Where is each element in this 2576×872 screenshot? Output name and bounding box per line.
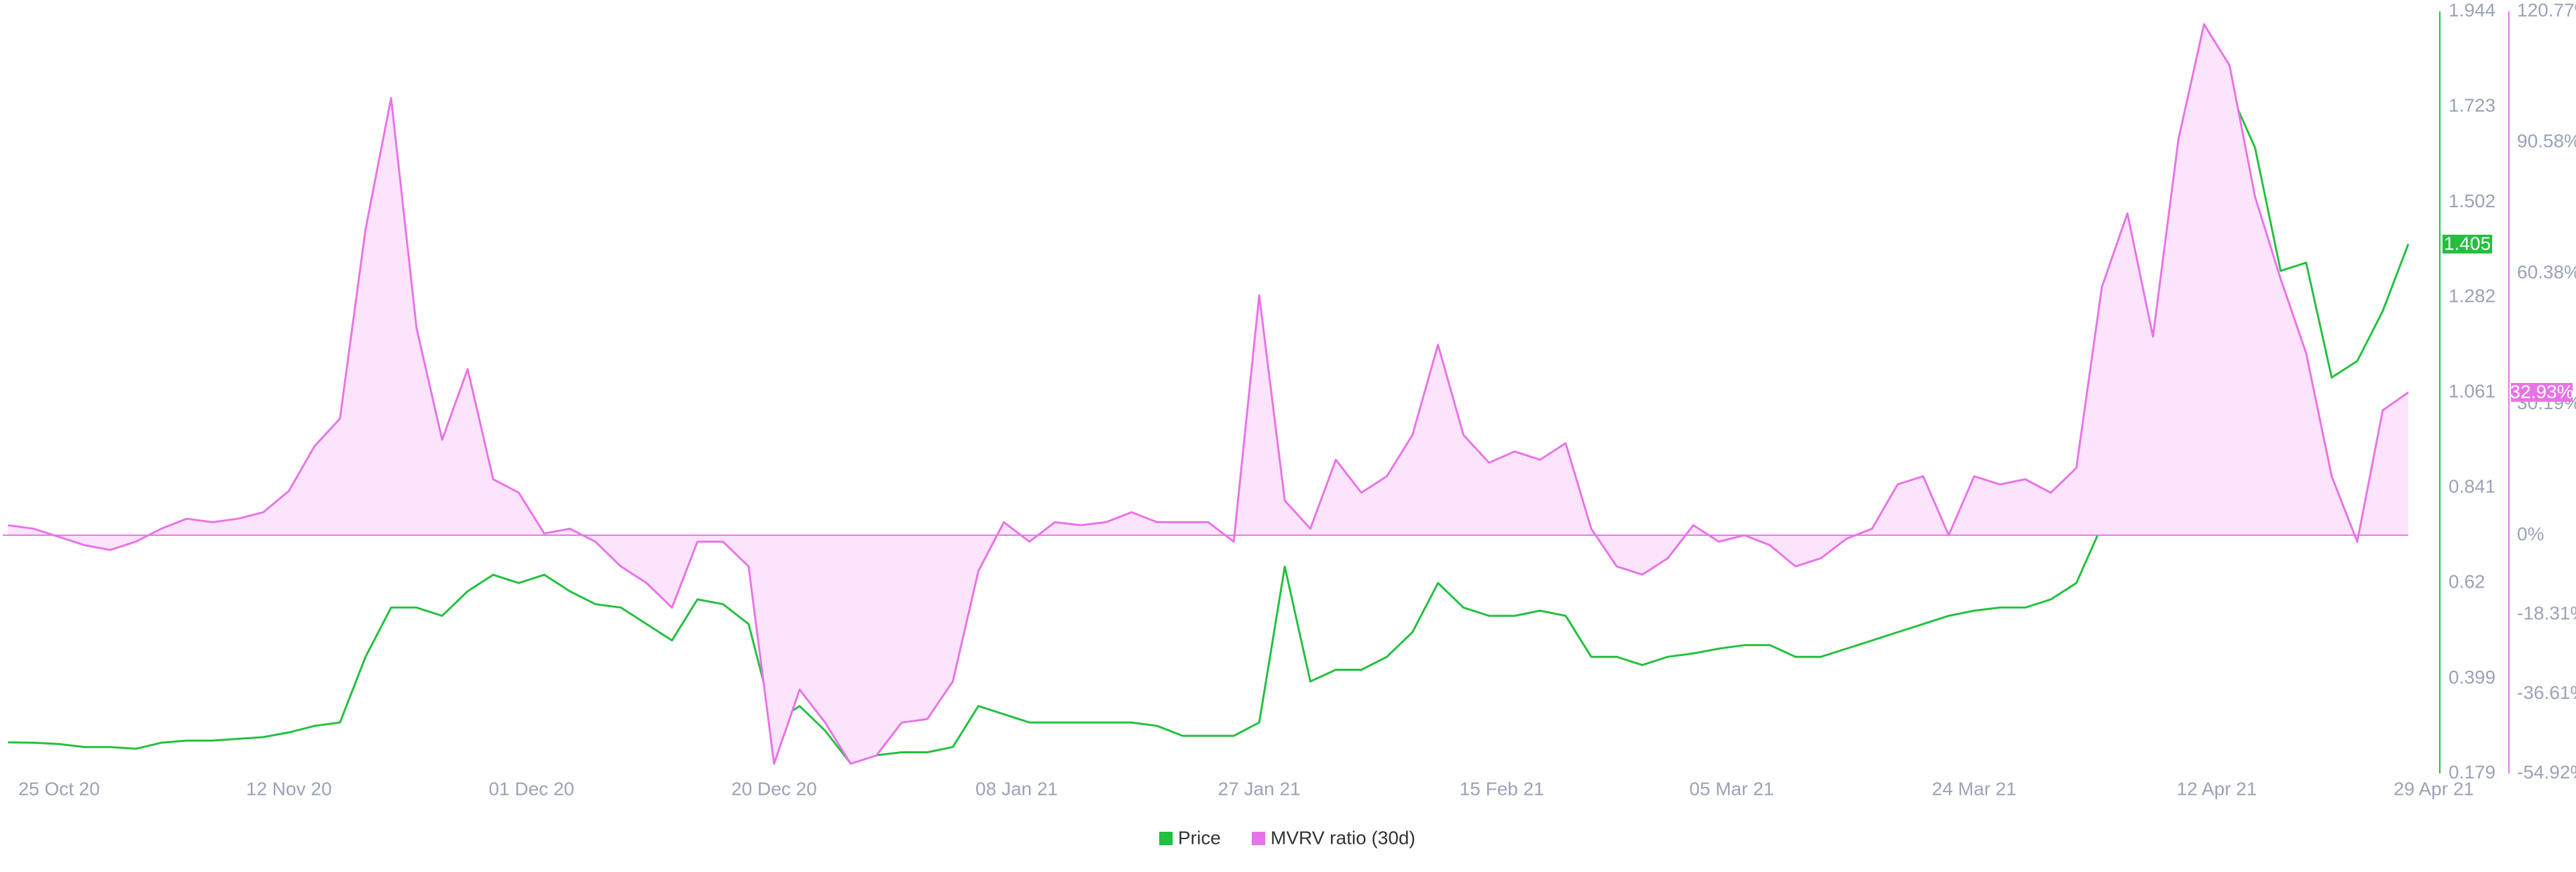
y-tick-label: 1.723	[2449, 95, 2496, 116]
x-tick-label: 08 Jan 21	[975, 778, 1058, 799]
series-line	[7, 89, 2410, 765]
y2-tick-label: -54.92%	[2517, 761, 2576, 782]
x-tick-label: 12 Apr 21	[2177, 778, 2257, 799]
last-value-label: 1.405	[2444, 233, 2491, 254]
x-tick-label: 15 Feb 21	[1460, 778, 1544, 799]
x-tick-label: 27 Jan 21	[1218, 778, 1301, 799]
y-tick-label: 1.944	[2449, 0, 2496, 20]
y-tick-label: 0.399	[2449, 667, 2496, 688]
y-tick-label: 0.62	[2449, 571, 2485, 592]
y2-tick-label: 0%	[2517, 523, 2544, 544]
x-tick-label: 25 Oct 20	[18, 778, 99, 799]
y-tick-label: 1.061	[2449, 381, 2496, 402]
last-value-label: 32.93%	[2510, 381, 2574, 402]
y-tick-label: 1.502	[2449, 190, 2496, 211]
y2-tick-label: -18.31%	[2517, 603, 2576, 624]
x-tick-label: 29 Apr 21	[2394, 778, 2474, 799]
y-tick-label: 0.841	[2449, 476, 2496, 496]
x-tick-label: 24 Mar 21	[1932, 778, 2017, 799]
y-tick-label: 1.282	[2449, 285, 2496, 306]
y2-tick-label: 120.77%	[2517, 0, 2576, 20]
y2-tick-label: 90.58%	[2517, 131, 2576, 152]
y-tick-label: 0.179	[2449, 761, 2496, 782]
y2-tick-label: 60.38%	[2517, 262, 2576, 282]
x-tick-label: 01 Dec 20	[488, 778, 574, 799]
y2-tick-label: -36.61%	[2517, 682, 2576, 703]
x-tick-label: 12 Nov 20	[246, 778, 332, 799]
x-tick-label: 20 Dec 20	[731, 778, 817, 799]
last-value-badge	[2511, 382, 2573, 402]
legend-label: MVRV ratio (30d)	[1271, 827, 1415, 848]
legend-swatch	[1159, 832, 1173, 845]
last-value-badge	[2443, 234, 2492, 254]
x-tick-label: 05 Mar 21	[1689, 778, 1774, 799]
legend-label: Price	[1178, 827, 1221, 848]
series-line	[7, 23, 2409, 765]
legend-swatch	[1252, 832, 1265, 845]
